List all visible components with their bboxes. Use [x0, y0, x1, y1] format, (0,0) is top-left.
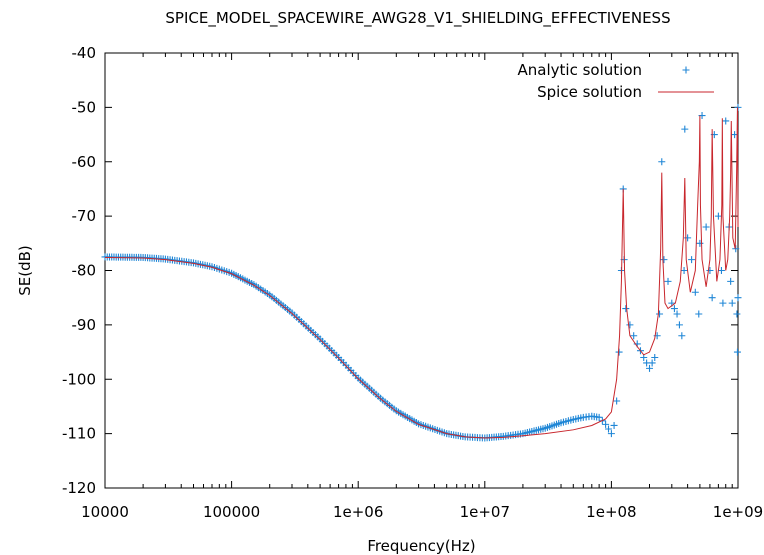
data-point [678, 332, 686, 340]
data-point [613, 397, 621, 405]
data-point [695, 310, 703, 318]
x-tick-label: 1e+08 [586, 503, 636, 521]
data-point [688, 256, 696, 264]
x-tick-label: 1e+09 [713, 503, 763, 521]
data-point [734, 103, 742, 111]
y-tick-label: -90 [72, 316, 97, 334]
data-point [630, 332, 638, 340]
y-tick-label: -120 [62, 479, 96, 497]
data-point [656, 310, 664, 318]
data-point [691, 288, 699, 296]
data-point [664, 277, 672, 285]
data-point [734, 294, 742, 302]
data-point [651, 354, 659, 361]
data-point [714, 212, 722, 220]
y-tick-label: -100 [62, 370, 96, 388]
data-point [733, 310, 741, 318]
data-point [727, 277, 735, 285]
data-point [622, 305, 630, 313]
data-point [696, 239, 704, 247]
data-point [648, 359, 656, 367]
y-axis-title: SE(dB) [16, 245, 34, 296]
data-point [684, 234, 692, 242]
x-tick-label: 1e+06 [333, 503, 383, 521]
x-tick-label: 10000 [81, 503, 129, 521]
legend-label-analytic: Analytic solution [518, 61, 642, 79]
legend: Analytic solution Spice solution [518, 61, 714, 101]
x-tick-label: 100000 [203, 503, 260, 521]
series-analytic [101, 103, 742, 442]
data-point [733, 348, 741, 356]
data-point [728, 299, 736, 307]
y-tick-label: -50 [72, 98, 97, 116]
data-point [595, 413, 603, 421]
data-point [607, 430, 615, 438]
data-point [660, 256, 668, 264]
series-spice-line [104, 107, 739, 439]
y-tick-label: -110 [62, 425, 96, 443]
data-point [681, 125, 689, 133]
data-point [722, 117, 730, 125]
data-point [706, 267, 714, 274]
axis-tick-labels: -120 -110 -100 -90 -80 -70 -60 -50 -40 10000 10000… [62, 44, 763, 521]
chart-title: SPICE_MODEL_SPACEWIRE_AWG28_V1_SHIELDING… [165, 9, 670, 28]
data-point [717, 267, 725, 274]
x-tick-label: 1e+07 [460, 503, 510, 521]
legend-label-spice: Spice solution [537, 83, 642, 101]
data-point [670, 305, 678, 313]
data-point [732, 245, 740, 253]
data-point [708, 294, 716, 302]
series-layer [101, 103, 742, 442]
axis-ticks [104, 52, 739, 489]
data-point [680, 267, 688, 274]
data-point [646, 364, 654, 372]
y-tick-label: -60 [72, 153, 97, 171]
data-point [702, 223, 710, 231]
data-point [610, 421, 618, 429]
plot-area-frame [104, 52, 739, 489]
x-axis-title: Frequency(Hz) [367, 537, 475, 555]
legend-marker-analytic [682, 66, 690, 74]
data-point [719, 299, 727, 307]
y-tick-label: -70 [72, 207, 97, 225]
data-point [673, 310, 681, 318]
data-point [658, 158, 666, 166]
y-tick-label: -80 [72, 262, 97, 280]
data-point [626, 321, 634, 329]
data-point [675, 321, 683, 329]
y-tick-label: -40 [72, 44, 97, 62]
data-point [605, 425, 613, 433]
data-point [602, 420, 610, 428]
legend-point [682, 66, 690, 74]
